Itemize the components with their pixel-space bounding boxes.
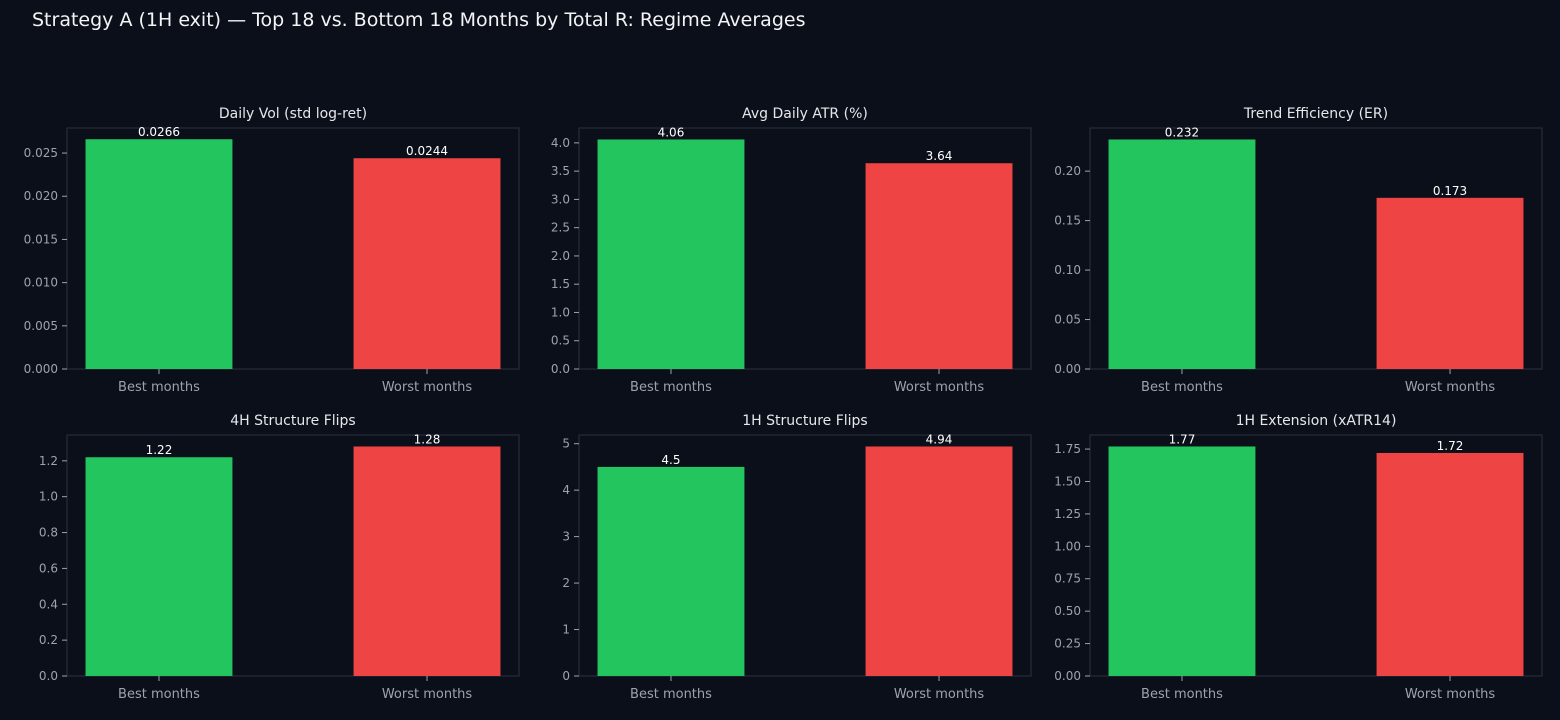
- chart-2-ytick-label: 2.0: [551, 249, 570, 263]
- chart-5-bar-worst: [865, 446, 1013, 676]
- chart-3-ytick-label: 0.20: [1054, 164, 1081, 178]
- chart-6-ytick-label: 0.50: [1054, 604, 1081, 618]
- chart-4-ytick-label: 0.6: [39, 561, 58, 575]
- chart-4-ytick-label: 0.2: [39, 633, 58, 647]
- chart-6-axes-frame: [1089, 434, 1543, 677]
- chart-4-ytick-label: 0.0: [39, 669, 58, 683]
- chart-4-value-label: 1.22: [146, 443, 173, 457]
- chart-5-title: 1H Structure Flips: [742, 413, 867, 429]
- chart-6-ytick-label: 0.25: [1054, 637, 1081, 651]
- chart-1-axes-frame: [66, 127, 520, 370]
- chart-3-xtick-label: Worst months: [1405, 380, 1496, 395]
- chart-2-ytick-label: 0.0: [551, 362, 570, 376]
- chart-6-bar-best: [1108, 446, 1256, 676]
- chart-3-ytick-label: 0.05: [1054, 313, 1081, 327]
- chart-5-ytick-label: 2: [562, 576, 570, 590]
- chart-2-ytick-label: 3.0: [551, 192, 570, 206]
- chart-2-xtick-label: Best months: [630, 380, 712, 395]
- chart-2-value-label: 4.06: [658, 125, 685, 139]
- chart-2-ytick-label: 1.5: [551, 277, 570, 291]
- chart-4-ytick-label: 0.4: [39, 597, 58, 611]
- chart-1-ytick-label: 0.015: [24, 232, 58, 246]
- chart-2-value-label: 3.64: [926, 149, 953, 163]
- chart-5-value-label: 4.5: [661, 453, 680, 467]
- chart-2-title: Avg Daily ATR (%): [742, 106, 868, 122]
- chart-6-ytick-label: 0.75: [1054, 572, 1081, 586]
- chart-1-xtick-label: Best months: [118, 380, 200, 395]
- chart-5-ytick-label: 1: [562, 623, 570, 637]
- chart-3-title: Trend Efficiency (ER): [1243, 106, 1388, 122]
- chart-3-ytick-label: 0.15: [1054, 214, 1081, 228]
- chart-6-title: 1H Extension (xATR14): [1236, 413, 1397, 429]
- chart-4-ytick-label: 0.8: [39, 526, 58, 540]
- chart-3-axes-frame: [1089, 127, 1543, 370]
- chart-1-bar-worst: [353, 158, 501, 369]
- chart-4-ytick-label: 1.2: [39, 454, 58, 468]
- chart-3-xtick-label: Best months: [1141, 380, 1223, 395]
- chart-2-ytick-label: 3.5: [551, 164, 570, 178]
- chart-2-axes-frame: [578, 127, 1032, 370]
- chart-1-ytick-label: 0.000: [24, 362, 58, 376]
- chart-3-ytick-label: 0.00: [1054, 362, 1081, 376]
- chart-1-value-label: 0.0244: [406, 144, 448, 158]
- chart-1-xtick-label: Worst months: [382, 380, 473, 395]
- chart-6-ytick-label: 1.00: [1054, 539, 1081, 553]
- chart-6-xtick-label: Best months: [1141, 687, 1223, 702]
- chart-6-ytick-label: 1.50: [1054, 474, 1081, 488]
- chart-6-xtick-label: Worst months: [1405, 687, 1496, 702]
- chart-3-value-label: 0.232: [1165, 125, 1199, 139]
- chart-2-ytick-label: 2.5: [551, 221, 570, 235]
- chart-4-xtick-label: Best months: [118, 687, 200, 702]
- chart-2-xtick-label: Worst months: [894, 380, 985, 395]
- chart-1-ytick-label: 0.025: [24, 146, 58, 160]
- chart-4-axes-frame: [66, 434, 520, 677]
- chart-2-ytick-label: 1.0: [551, 305, 570, 319]
- chart-6-ytick-label: 0.00: [1054, 669, 1081, 683]
- chart-4-bar-best: [85, 457, 233, 676]
- chart-6-bar-worst: [1376, 452, 1524, 676]
- chart-6-value-label: 1.72: [1437, 439, 1464, 453]
- chart-5-value-label: 4.94: [926, 432, 953, 446]
- chart-1-title: Daily Vol (std log-ret): [219, 106, 367, 122]
- chart-5-ytick-label: 5: [562, 437, 570, 451]
- chart-2-ytick-label: 0.5: [551, 334, 570, 348]
- chart-2-bar-worst: [865, 163, 1013, 369]
- figure-title: Strategy A (1H exit) — Top 18 vs. Bottom…: [32, 9, 806, 31]
- chart-3-ytick-label: 0.10: [1054, 263, 1081, 277]
- chart-4-value-label: 1.28: [414, 432, 441, 446]
- chart-5-axes-frame: [578, 434, 1032, 677]
- chart-3-value-label: 0.173: [1433, 184, 1467, 198]
- chart-1-ytick-label: 0.010: [24, 276, 58, 290]
- chart-1-value-label: 0.0266: [138, 125, 180, 139]
- chart-1-ytick-label: 0.020: [24, 189, 58, 203]
- chart-6-ytick-label: 1.75: [1054, 442, 1081, 456]
- chart-5-bar-best: [597, 466, 745, 676]
- chart-4-title: 4H Structure Flips: [230, 413, 355, 429]
- chart-5-xtick-label: Worst months: [894, 687, 985, 702]
- chart-3-bar-best: [1108, 139, 1256, 369]
- chart-4-bar-worst: [353, 446, 501, 676]
- chart-6-value-label: 1.77: [1169, 432, 1196, 446]
- chart-3-bar-worst: [1376, 197, 1524, 369]
- chart-5-ytick-label: 0: [562, 669, 570, 683]
- chart-5-ytick-label: 4: [562, 483, 570, 497]
- chart-2-ytick-label: 4.0: [551, 136, 570, 150]
- chart-2-bar-best: [597, 139, 745, 369]
- chart-6-ytick-label: 1.25: [1054, 507, 1081, 521]
- chart-5-ytick-label: 3: [562, 530, 570, 544]
- chart-4-xtick-label: Worst months: [382, 687, 473, 702]
- chart-5-xtick-label: Best months: [630, 687, 712, 702]
- chart-1-bar-best: [85, 139, 233, 369]
- chart-4-ytick-label: 1.0: [39, 490, 58, 504]
- chart-1-ytick-label: 0.005: [24, 319, 58, 333]
